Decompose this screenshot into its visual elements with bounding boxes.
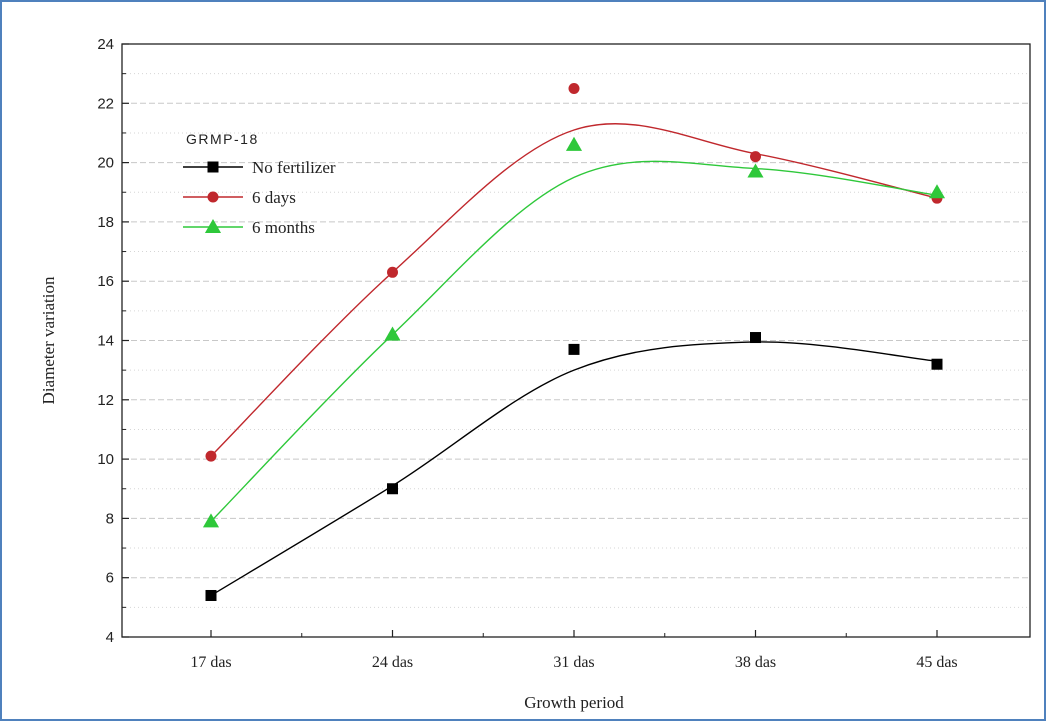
data-point-1-1 [387, 266, 398, 278]
legend-marker-2 [204, 218, 222, 234]
y-tick-label: 12 [97, 392, 114, 409]
data-point-0-1 [387, 483, 398, 495]
axes: 4 6 8 10 12 14 16 18 20 22 24 17 das 24 das 31 das 38 … [97, 36, 957, 671]
y-tick-label: 10 [97, 451, 114, 468]
series-line-0 [210, 341, 938, 597]
series-line-1 [210, 123, 938, 457]
y-tick-label: 6 [106, 570, 114, 587]
data-point-2-0 [202, 513, 220, 528]
data-point-2-3 [747, 163, 764, 178]
x-tick-label: 17 das [190, 654, 231, 671]
data-points [202, 82, 946, 601]
data-point-1-3 [750, 151, 761, 163]
series-lines [210, 123, 938, 597]
x-tick-label: 31 das [553, 654, 594, 671]
data-point-1-0 [205, 450, 217, 462]
y-tick-label: 18 [97, 214, 114, 231]
legend: GRMP-18 No fertilizer 6 days 6 months [183, 131, 336, 237]
grid-lines [122, 73, 1030, 608]
y-tick-label: 4 [106, 629, 114, 646]
series-line-2 [210, 160, 938, 522]
x-tick-label: 24 das [372, 654, 413, 671]
y-tick-label: 20 [97, 155, 114, 172]
data-point-0-2 [568, 343, 580, 355]
data-point-0-3 [750, 332, 761, 344]
y-tick-label: 14 [97, 333, 114, 350]
legend-label-0: No fertilizer [252, 158, 336, 177]
legend-label-2: 6 months [252, 218, 315, 237]
y-axis-title: Diameter variation [39, 276, 58, 404]
data-point-2-4 [928, 184, 946, 199]
y-tick-label: 16 [97, 273, 114, 290]
x-tick-label: 45 das [916, 654, 957, 671]
y-tick-label: 22 [97, 95, 114, 112]
x-axis-title: Growth period [524, 693, 624, 712]
data-point-0-4 [931, 358, 943, 370]
data-point-0-0 [205, 589, 217, 601]
legend-marker-0 [207, 161, 219, 173]
x-tick-label: 38 das [735, 654, 776, 671]
data-point-2-1 [384, 326, 401, 341]
legend-marker-1 [207, 191, 219, 203]
legend-label-1: 6 days [252, 188, 296, 207]
data-point-2-2 [565, 136, 583, 151]
data-point-1-2 [568, 82, 580, 94]
y-tick-label: 8 [106, 510, 114, 527]
legend-title: GRMP-18 [186, 131, 259, 147]
y-tick-label: 24 [97, 36, 114, 53]
